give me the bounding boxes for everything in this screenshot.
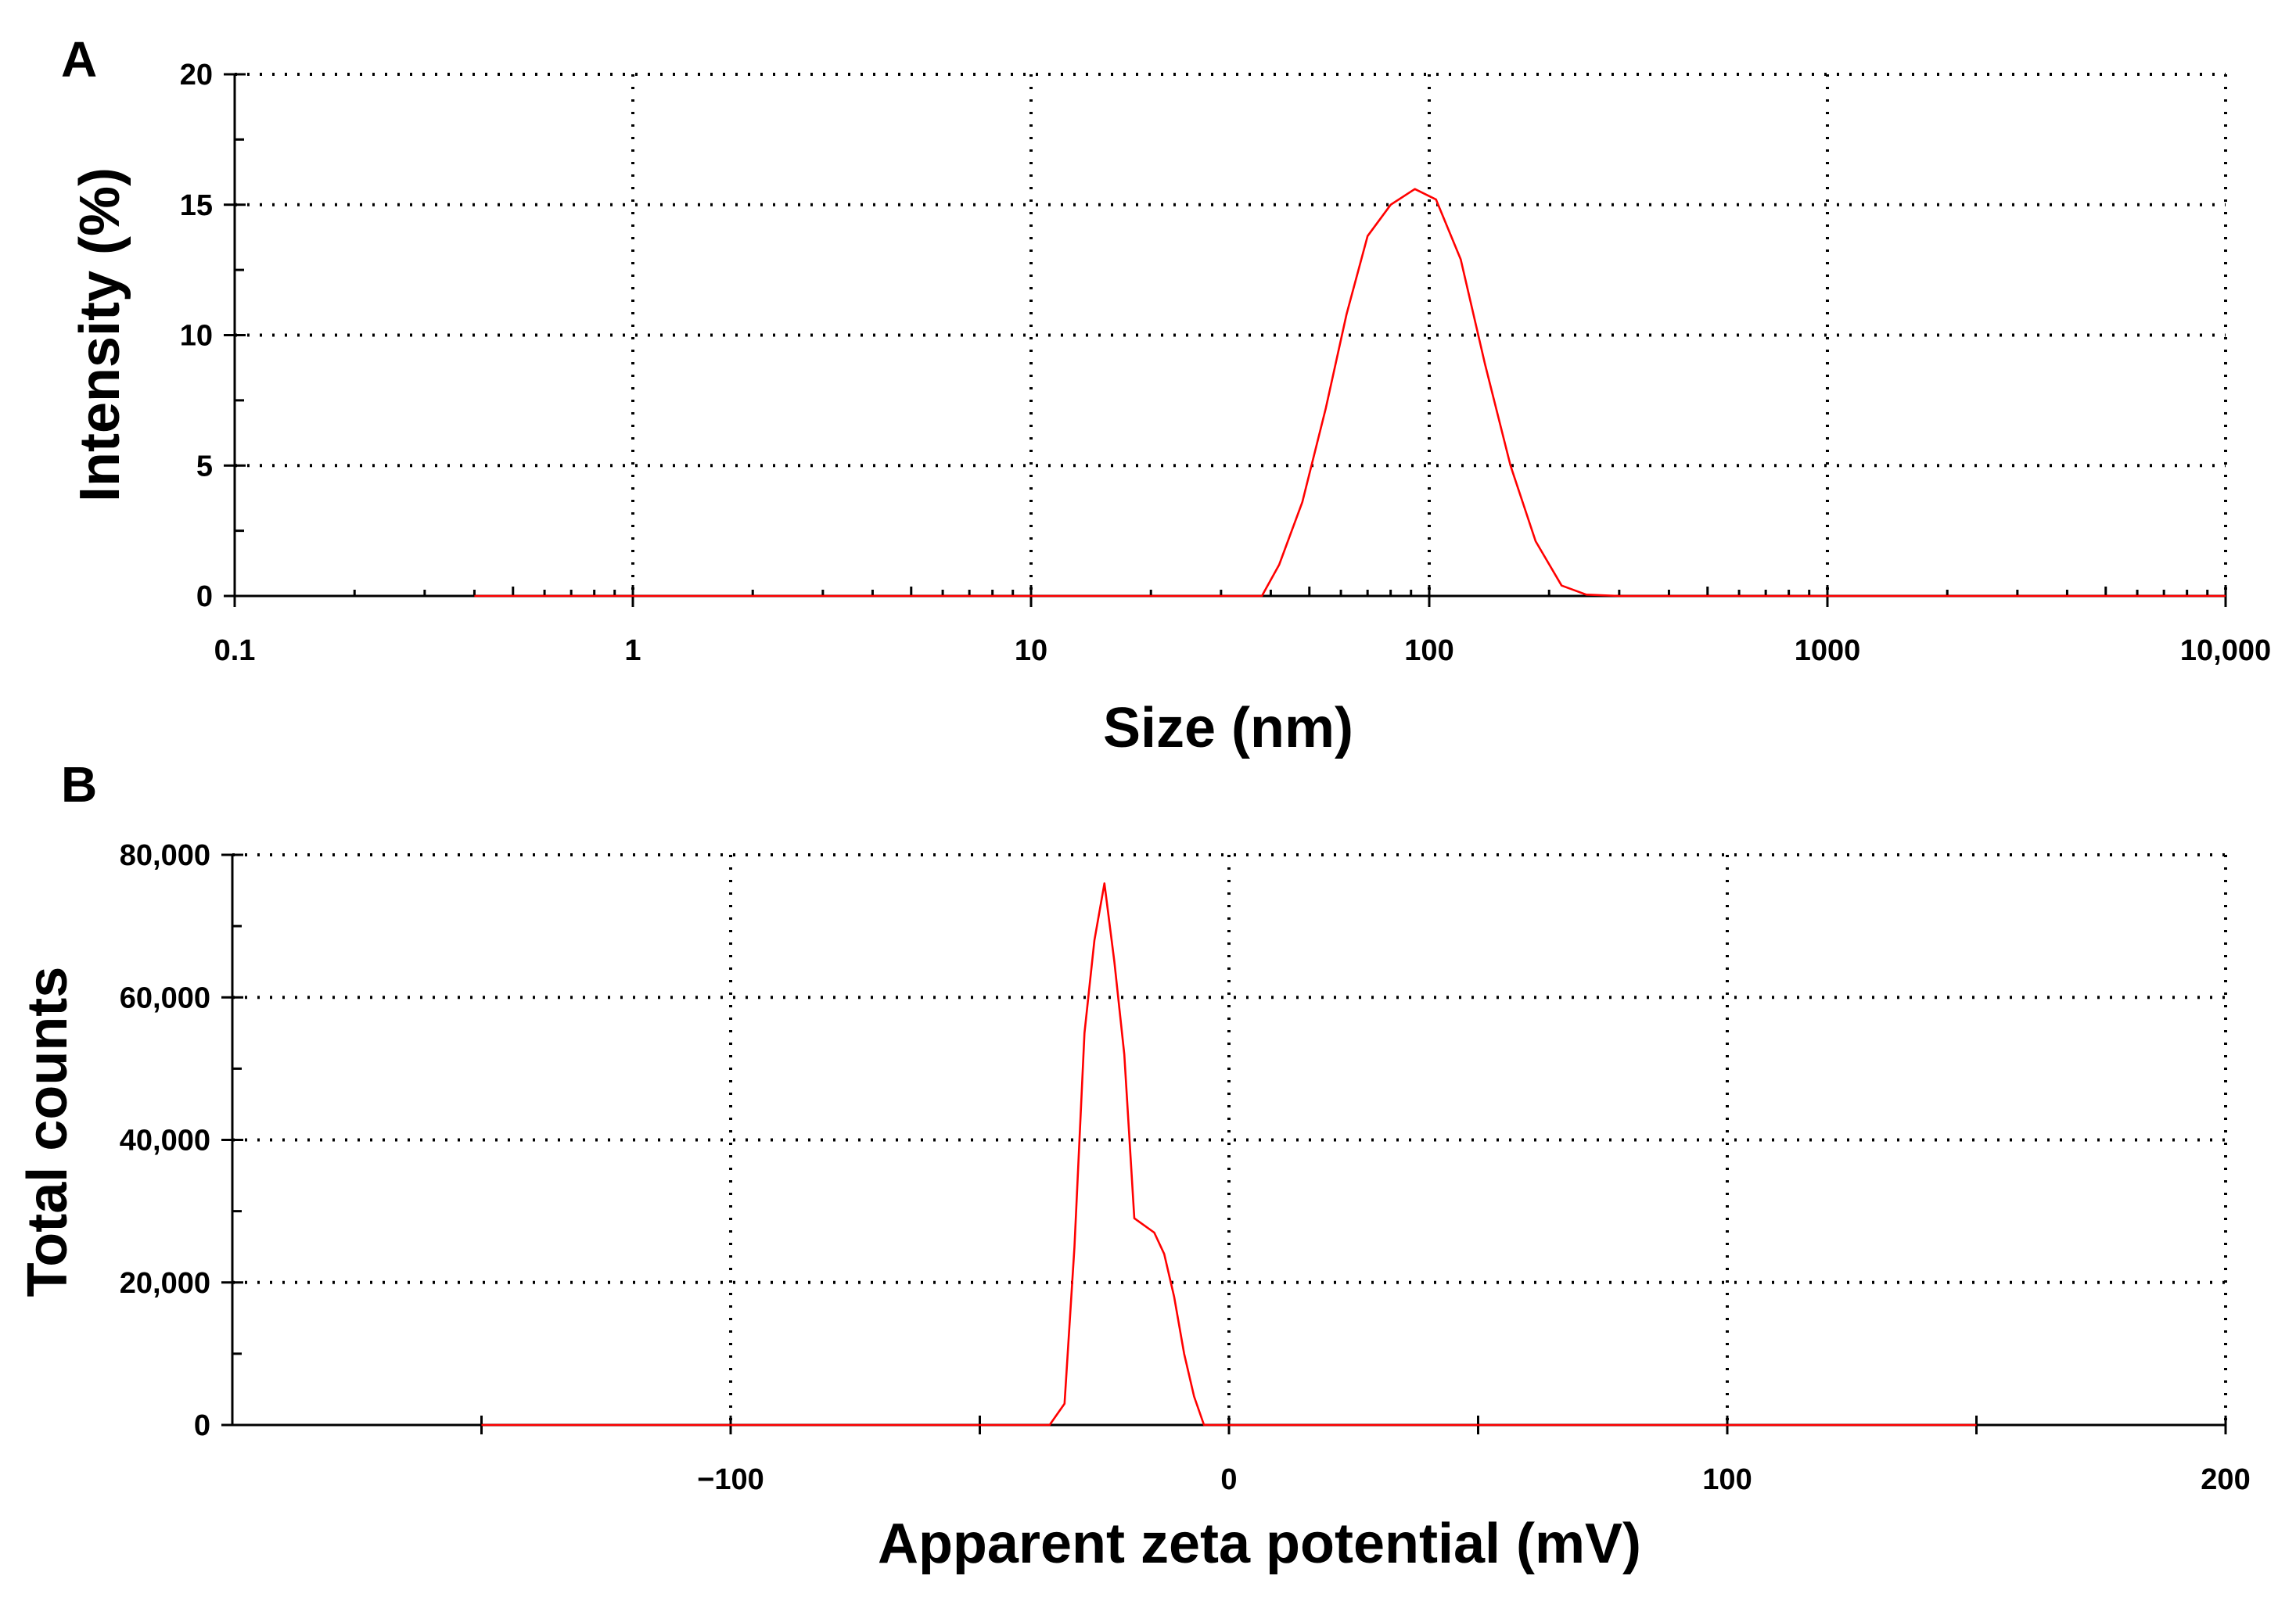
panel-b-label: B bbox=[61, 756, 97, 813]
x-tick-label: 100 bbox=[1702, 1463, 1752, 1496]
panel-b-zeta-potential: B −100 0 100 200 020,00040,00060,00080,000 … bbox=[16, 756, 2251, 1575]
y-tick-label: 20,000 bbox=[120, 1267, 210, 1300]
y-tick-label: 15 bbox=[180, 189, 213, 222]
x-tick-label: 100 bbox=[1404, 634, 1453, 667]
x-tick-label: 10,000 bbox=[2180, 634, 2271, 667]
x-tick-label: −100 bbox=[697, 1463, 764, 1496]
y-tick-label: 0 bbox=[194, 1409, 210, 1442]
y-tick-label: 0 bbox=[196, 580, 213, 613]
y-tick-label: 10 bbox=[180, 320, 213, 353]
panel-b-ticks bbox=[221, 853, 2227, 1434]
series-line bbox=[481, 882, 1977, 1427]
panel-a-x-tick-labels: 0.1 1 10 100 1000 10,000 bbox=[214, 634, 2272, 667]
panel-a-size-distribution: A 0.1 1 10 100 1000 10,000 0 5 10 15 20 Size (nm)… bbox=[61, 31, 2271, 759]
x-tick-label: 10 bbox=[1015, 634, 1047, 667]
y-tick-label: 80,000 bbox=[120, 839, 210, 872]
y-tick-label: 60,000 bbox=[120, 982, 210, 1014]
panel-b-gridlines bbox=[232, 853, 2227, 1425]
panel-b-series bbox=[481, 882, 1977, 1427]
panel-b-x-tick-labels: −100 0 100 200 bbox=[697, 1463, 2251, 1496]
panel-a-axes bbox=[233, 74, 2226, 598]
x-tick-label: 200 bbox=[2201, 1463, 2250, 1496]
x-tick-label: 1000 bbox=[1795, 634, 1861, 667]
panel-a-ticks bbox=[224, 73, 2227, 607]
x-tick-label: 0.1 bbox=[214, 634, 256, 667]
series-line bbox=[474, 188, 2226, 598]
x-tick-label: 0 bbox=[1220, 1463, 1237, 1496]
y-tick-label: 40,000 bbox=[120, 1125, 210, 1158]
panel-b-y-axis-title: Total counts bbox=[16, 967, 79, 1298]
panel-a-x-axis-title: Size (nm) bbox=[1103, 697, 1353, 759]
panel-a-series bbox=[474, 188, 2226, 598]
panel-a-y-axis-title: Intensity (%) bbox=[69, 167, 131, 502]
y-tick-label: 5 bbox=[196, 450, 213, 483]
panel-a-gridlines bbox=[235, 73, 2227, 596]
panel-b-axes bbox=[231, 855, 2226, 1427]
panel-b-x-axis-title: Apparent zeta potential (mV) bbox=[878, 1513, 1641, 1575]
y-tick-label: 20 bbox=[180, 59, 213, 92]
panel-a-y-tick-labels: 0 5 10 15 20 bbox=[180, 59, 213, 613]
panel-b-y-tick-labels: 0 20,000 40,000 60,000 80,000 bbox=[120, 839, 210, 1442]
x-tick-label: 1 bbox=[624, 634, 641, 667]
panel-a-label: A bbox=[61, 31, 97, 88]
